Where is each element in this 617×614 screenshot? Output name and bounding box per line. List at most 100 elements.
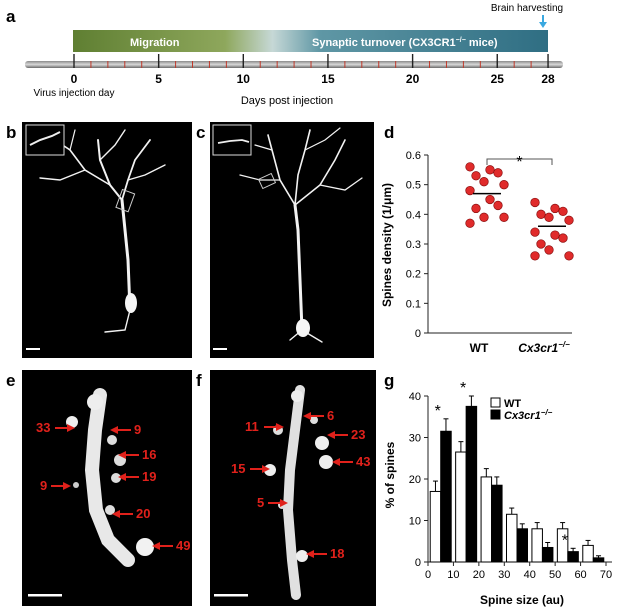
chart-d-point — [544, 245, 554, 255]
turnover-label: Synaptic turnover (CX3CR1−/− mice) — [312, 37, 498, 49]
chart-d-point — [530, 227, 540, 237]
chart-g-significance-star: * — [460, 380, 466, 397]
chart-g-ytick-label: 0 — [415, 557, 421, 569]
chart-d-category-label: Cx3cr1−/− — [518, 340, 570, 355]
chart-g-legend-label: Cx3cr1−/− — [504, 408, 553, 422]
chart-d-point — [530, 197, 540, 208]
spine-wt-label: 9 — [134, 422, 141, 437]
chart-d-ytick-label: 0.6 — [406, 150, 421, 162]
scale-bar-f — [214, 594, 248, 597]
spine-ko-label: 43 — [356, 454, 370, 469]
red-arrowhead-icon — [110, 426, 118, 434]
panel-letter-d: d — [384, 123, 394, 142]
chart-g-legend-label: WT — [504, 398, 521, 410]
chart-g-legend-swatch — [490, 409, 501, 420]
virus-injection-label: Virus injection day — [34, 88, 115, 99]
chart-g-bar-ko — [491, 484, 503, 563]
panel-letter-e: e — [6, 371, 15, 390]
spine-wt-label: 16 — [142, 447, 156, 462]
red-arrowhead-icon — [112, 510, 120, 518]
days-axis-label: Days post injection — [241, 95, 333, 107]
neuron-ko-inset-dendrite — [217, 139, 250, 144]
chart-g-significance-star: * — [562, 532, 568, 549]
panel-g: g 0 10 20 30 40 0 10 20 30 40 50 60 70 * * * WTCx3cr1−/−… — [383, 371, 612, 607]
red-arrowhead-icon — [306, 550, 314, 558]
migration-label: Migration — [130, 37, 180, 49]
spine-labels-ko: 11 6 23 43 15 5 18 — [231, 408, 370, 561]
spine-wt-label: 20 — [136, 506, 150, 521]
chart-g-xtick-label: 50 — [549, 569, 561, 581]
timeline-bar — [73, 30, 548, 52]
panel-letter-b: b — [6, 123, 16, 142]
chart-d-point — [485, 194, 495, 205]
chart-g-bar-ko — [465, 405, 478, 563]
panel-c: c — [196, 122, 374, 358]
chart-g-xtick-label: 40 — [524, 569, 536, 581]
scale-bar-e — [28, 594, 62, 597]
chart-d-point — [564, 215, 574, 225]
chart-g-bar-wt — [506, 513, 518, 563]
spine-ko-label: 11 — [245, 419, 259, 434]
timeline-tick-label: 10 — [237, 72, 251, 86]
chart-d-point — [558, 233, 568, 243]
chart-d-ytick-label: 0.5 — [406, 180, 421, 192]
neuron-wt-inset-box — [115, 188, 136, 213]
red-arrowhead-icon — [280, 499, 288, 507]
chart-g-bar-ko — [541, 546, 554, 563]
chart-d-point — [479, 212, 489, 222]
chart-g-bar-wt — [480, 476, 493, 563]
panel-letter-c: c — [196, 123, 205, 142]
red-arrowhead-icon — [332, 458, 340, 466]
chart-g-xtick-label: 30 — [498, 569, 510, 581]
timeline-tick-label: 0 — [71, 72, 78, 86]
chart-g-bar-ko — [567, 551, 579, 563]
red-arrowhead-icon — [303, 412, 311, 420]
spine-wt-label: 9 — [40, 478, 47, 493]
neuron-ko-dendrites — [239, 127, 363, 343]
chart-d-significance-star: * — [516, 154, 522, 171]
red-arrowhead-icon — [118, 451, 126, 459]
scale-bar-b — [26, 348, 40, 350]
chart-d-point — [465, 185, 475, 196]
chart-d-point — [493, 168, 503, 178]
chart-spine-density: 0 0.1 0.2 0.3 0.4 0.5 0.6 WT Cx3cr1−/− * — [406, 150, 574, 355]
red-arrowhead-icon — [63, 482, 71, 490]
chart-g-ytick-label: 30 — [409, 433, 421, 445]
panel-letter-f: f — [196, 371, 202, 390]
chart-g-xtick-label: 60 — [574, 569, 586, 581]
chart-d-point — [465, 162, 475, 172]
chart-g-xlabel: Spine size (au) — [480, 593, 564, 607]
chart-g-significance-star: * — [435, 403, 441, 420]
chart-g-xtick-label: 70 — [600, 569, 612, 581]
chart-d-significance-bracket — [486, 158, 553, 165]
dendrite-ko-shape — [264, 385, 333, 600]
red-arrowhead-icon — [152, 542, 160, 550]
chart-d-point — [479, 177, 489, 187]
timeline-tick-label: 20 — [406, 72, 420, 86]
red-arrowhead-icon — [262, 465, 270, 473]
chart-d-point — [471, 171, 481, 181]
scale-bar-c — [213, 348, 227, 350]
chart-d-point — [536, 239, 546, 249]
chart-d-ytick-label: 0.3 — [406, 239, 421, 251]
spine-wt-label: 49 — [176, 538, 190, 553]
chart-d-point — [485, 165, 495, 175]
spine-ko-label: 15 — [231, 461, 245, 476]
chart-d-point — [558, 206, 568, 217]
timeline-tick-label: 25 — [491, 72, 505, 86]
neuron-wt-inset — [25, 124, 65, 156]
panel-letter-a: a — [6, 7, 16, 26]
chart-d-point — [499, 180, 509, 190]
chart-g-ylabel: % of spines — [383, 441, 397, 508]
chart-d-point — [550, 203, 560, 214]
harvest-label: Brain harvesting — [491, 3, 563, 14]
panel-a: a Migration Synaptic turnover (CX3CR1−/−… — [6, 3, 563, 107]
neuron-ko-inset-box — [257, 172, 277, 190]
chart-d-point — [465, 218, 475, 228]
chart-g-bar-ko — [592, 557, 605, 563]
chart-d-ytick-label: 0.4 — [406, 209, 421, 221]
chart-d-point — [530, 251, 540, 261]
panel-b: b — [6, 122, 192, 358]
